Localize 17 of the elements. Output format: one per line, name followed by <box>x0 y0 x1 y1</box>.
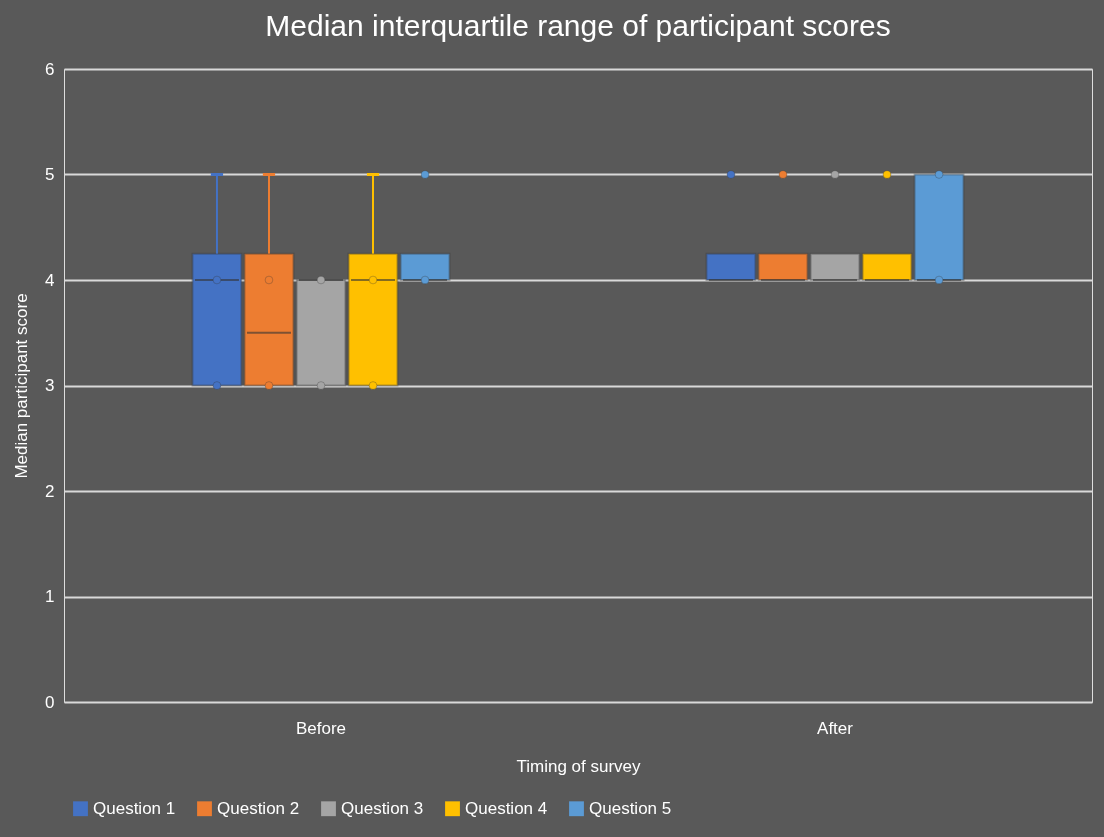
legend-label: Question 4 <box>465 798 548 818</box>
legend-label: Question 2 <box>217 798 300 818</box>
legend-label: Question 3 <box>341 798 424 818</box>
legend-label: Question 1 <box>93 798 176 818</box>
x-axis-title: Timing of survey <box>516 756 642 776</box>
y-axis-title: Median participant score <box>12 293 32 479</box>
y-tick-label: 4 <box>45 270 55 290</box>
y-tick-label: 1 <box>45 587 55 606</box>
y-tick-label: 6 <box>45 59 55 79</box>
y-tick-label: 0 <box>45 692 55 712</box>
x-tick-label: Before <box>295 718 347 738</box>
x-tick-label: After <box>817 718 854 738</box>
y-tick-label: 5 <box>45 165 55 184</box>
chart-title: Median interquartile range of participant scores <box>265 9 891 42</box>
y-tick-label: 2 <box>45 481 55 501</box>
y-tick-label: 3 <box>45 376 55 395</box>
legend-label: Question 5 <box>589 798 672 818</box>
